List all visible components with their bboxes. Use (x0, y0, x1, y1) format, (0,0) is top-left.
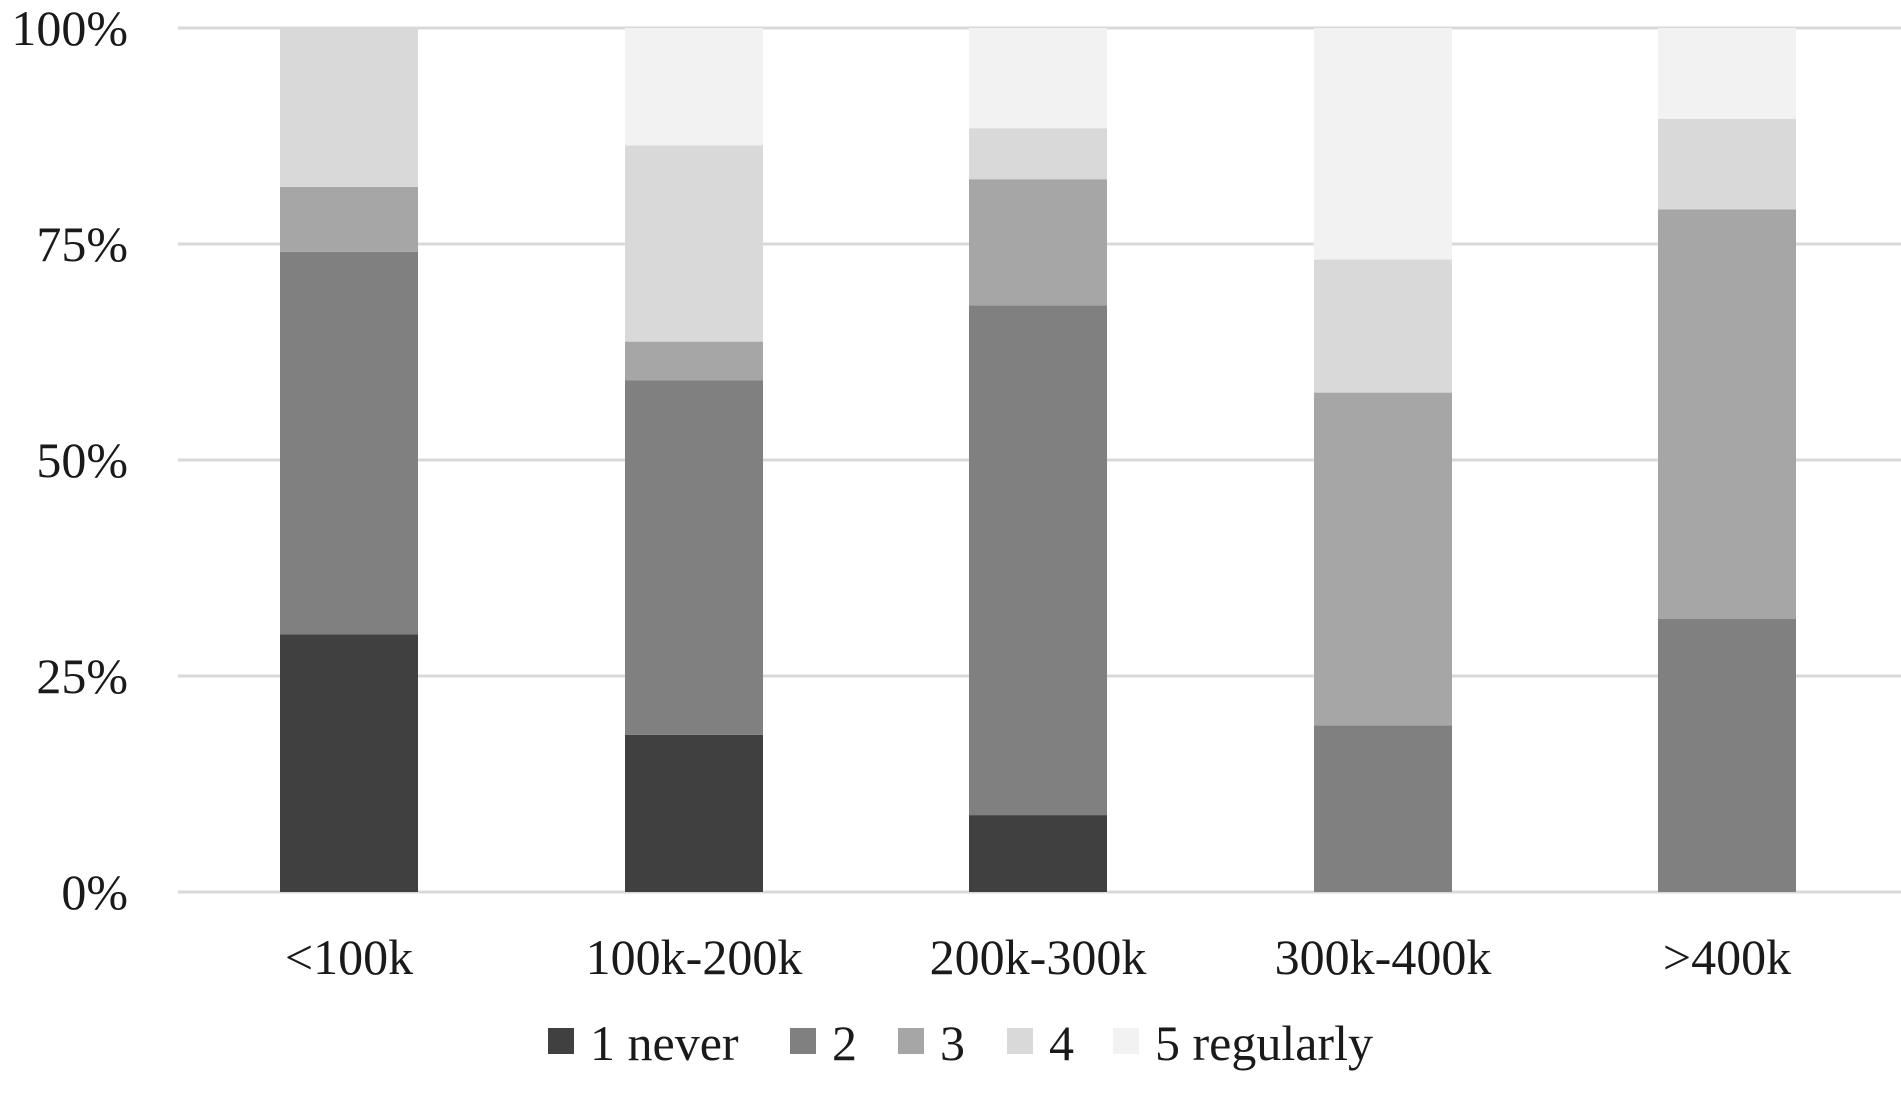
bar-segment (280, 28, 418, 187)
bar-segment (280, 634, 418, 892)
y-tick-label: 0% (61, 864, 128, 920)
legend-swatch (1007, 1028, 1033, 1054)
bar-segment (625, 28, 763, 146)
bar-segment (1314, 392, 1452, 726)
y-tick-label: 50% (36, 432, 128, 488)
bar-segment (625, 145, 763, 342)
bar-segment (1314, 725, 1452, 892)
bar-segment (1658, 209, 1796, 619)
legend-label: 5 regularly (1155, 1015, 1373, 1071)
y-axis-tick-labels: 0% 25% 50% 75% 100% (11, 0, 128, 920)
bar-segment (625, 341, 763, 381)
legend-swatch (898, 1028, 924, 1054)
legend-swatch (548, 1028, 574, 1054)
x-tick-label: <100k (285, 929, 413, 985)
x-tick-label: 200k-300k (930, 929, 1147, 985)
x-tick-label: 100k-200k (586, 929, 803, 985)
bars (280, 28, 1796, 892)
legend: 1 never 2 3 4 5 regularly (548, 1015, 1373, 1071)
y-tick-label: 100% (11, 0, 128, 56)
bar-segment (969, 815, 1107, 892)
y-tick-label: 75% (36, 216, 128, 272)
bar-segment (969, 28, 1107, 129)
x-tick-label: 300k-400k (1275, 929, 1492, 985)
bar-segment (1314, 28, 1452, 260)
legend-label: 1 never (590, 1015, 739, 1071)
bar-segment (1658, 118, 1796, 210)
bar-segment (625, 380, 763, 735)
legend-label: 3 (940, 1015, 965, 1071)
bar-segment (1658, 28, 1796, 119)
x-tick-label: >400k (1663, 929, 1791, 985)
bar-segment (969, 128, 1107, 180)
bar-segment (625, 734, 763, 892)
legend-label: 4 (1049, 1015, 1074, 1071)
bar-segment (969, 305, 1107, 816)
bar-segment (1658, 618, 1796, 892)
legend-swatch (790, 1028, 816, 1054)
bar-segment (280, 251, 418, 635)
legend-label: 2 (832, 1015, 857, 1071)
bar-segment (280, 186, 418, 252)
legend-swatch (1113, 1028, 1139, 1054)
bar-segment (969, 179, 1107, 306)
bar-segment (1314, 259, 1452, 393)
x-axis-tick-labels: <100k 100k-200k 200k-300k 300k-400k >400k (285, 929, 1791, 985)
y-tick-label: 25% (36, 648, 128, 704)
